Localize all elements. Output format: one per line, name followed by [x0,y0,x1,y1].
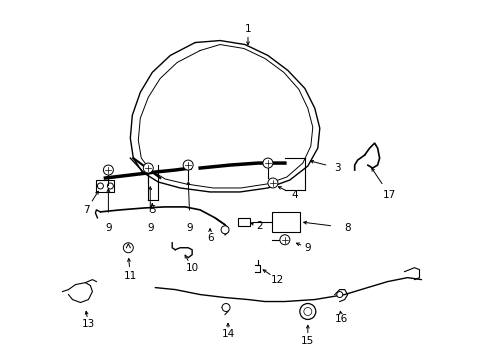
Text: 9: 9 [186,223,193,233]
Text: 9: 9 [147,223,153,233]
Circle shape [263,158,272,168]
Text: 6: 6 [206,233,213,243]
Text: 12: 12 [271,275,284,285]
Text: 9: 9 [304,243,310,253]
Circle shape [97,183,103,189]
Circle shape [107,183,113,189]
Text: 1: 1 [244,24,251,33]
Text: 3: 3 [334,163,340,173]
Text: 15: 15 [301,336,314,346]
Text: 8: 8 [344,223,350,233]
Text: 7: 7 [83,205,90,215]
Text: 10: 10 [185,263,198,273]
Circle shape [222,303,229,311]
Circle shape [103,165,113,175]
Text: 17: 17 [382,190,395,200]
Circle shape [267,178,277,188]
Text: 11: 11 [123,271,137,281]
Circle shape [299,303,315,319]
Circle shape [123,243,133,253]
Bar [96,180,114,192]
Circle shape [279,235,289,245]
Text: 9: 9 [105,223,111,233]
Text: 14: 14 [221,329,234,339]
Text: 5: 5 [149,205,155,215]
Bar [271,212,299,232]
Circle shape [336,292,342,298]
Bar [238,218,249,226]
Text: 13: 13 [81,319,95,329]
Circle shape [183,160,193,170]
Text: 2: 2 [256,221,263,231]
Text: 4: 4 [291,190,298,200]
Circle shape [303,307,311,315]
Circle shape [143,163,153,173]
Circle shape [221,226,228,234]
Text: 16: 16 [334,314,347,324]
